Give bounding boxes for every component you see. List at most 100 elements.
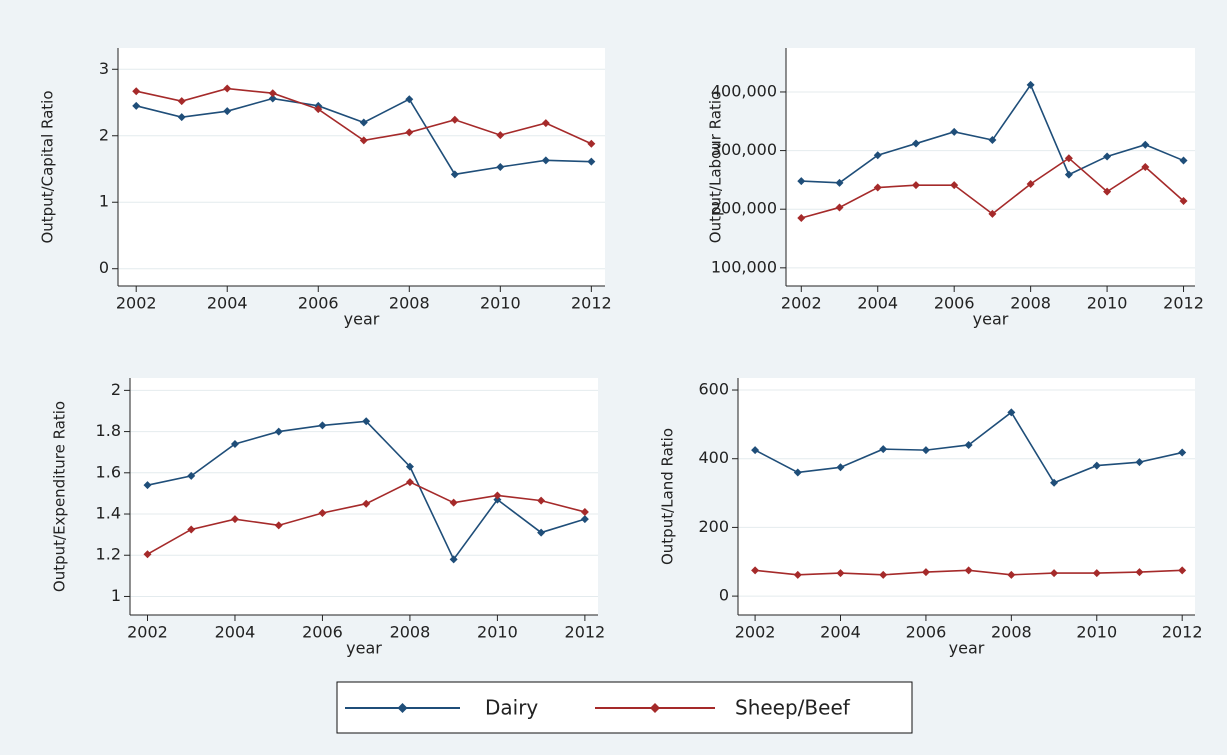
- data-point: [587, 139, 596, 148]
- data-point: [268, 89, 277, 98]
- x-tick-label: 2008: [389, 294, 430, 313]
- data-point: [1064, 170, 1073, 179]
- y-tick-label: 400,000: [711, 81, 777, 100]
- y-tick-label: 600: [698, 380, 729, 399]
- data-point: [449, 555, 458, 564]
- y-tick-label: 400: [698, 448, 729, 467]
- plot-area: [786, 48, 1195, 286]
- x-tick-label: 2004: [207, 294, 248, 313]
- data-point: [751, 446, 760, 455]
- data-point: [362, 417, 371, 426]
- data-point: [1092, 569, 1101, 578]
- data-point: [132, 101, 141, 110]
- data-point: [1103, 152, 1112, 161]
- data-point: [580, 515, 589, 524]
- x-tick-label: 2010: [1087, 294, 1128, 313]
- data-point: [405, 128, 414, 137]
- data-point: [318, 508, 327, 517]
- x-tick-label: 2004: [215, 623, 256, 642]
- x-tick-label: 2012: [571, 294, 612, 313]
- data-point: [450, 115, 459, 124]
- data-point: [964, 566, 973, 575]
- y-axis-label: Output/Labour Ratio: [707, 91, 725, 243]
- data-point: [921, 568, 930, 577]
- x-tick-label: 2002: [735, 623, 776, 642]
- x-axis-label: year: [973, 310, 1009, 329]
- x-tick-label: 2012: [565, 623, 606, 642]
- data-point: [988, 136, 997, 145]
- y-tick-label: 300,000: [711, 140, 777, 159]
- data-point: [835, 203, 844, 212]
- data-point: [223, 107, 232, 116]
- x-axis-label: year: [949, 639, 985, 658]
- data-point: [964, 440, 973, 449]
- data-point: [1092, 461, 1101, 470]
- data-point: [988, 209, 997, 218]
- y-tick-label: 200,000: [711, 199, 777, 218]
- data-point: [187, 525, 196, 534]
- data-point: [143, 550, 152, 559]
- data-point: [879, 570, 888, 579]
- data-point: [541, 119, 550, 128]
- x-tick-label: 2008: [390, 623, 431, 642]
- data-point: [537, 496, 546, 505]
- data-point: [751, 566, 760, 575]
- y-tick-label: 1.2: [96, 545, 121, 564]
- x-tick-label: 2008: [1010, 294, 1051, 313]
- legend-label: Sheep/Beef: [735, 696, 851, 720]
- x-tick-label: 2006: [934, 294, 975, 313]
- data-point: [1141, 163, 1150, 171]
- data-point: [359, 118, 368, 127]
- data-point: [143, 481, 152, 490]
- data-point: [493, 491, 502, 500]
- data-point: [1179, 197, 1188, 205]
- data-point: [230, 439, 239, 448]
- x-axis-label: year: [346, 639, 382, 658]
- y-tick-label: 0: [719, 586, 729, 605]
- legend-label: Dairy: [485, 696, 538, 720]
- data-point: [873, 183, 882, 192]
- x-axis-label: year: [344, 310, 380, 329]
- y-axis-label: Output/Capital Ratio: [39, 90, 57, 243]
- data-point: [537, 528, 546, 537]
- x-tick-label: 2002: [781, 294, 822, 313]
- data-point: [1007, 408, 1016, 417]
- data-point: [836, 463, 845, 472]
- legend-marker: [397, 703, 408, 713]
- data-point: [1141, 140, 1150, 149]
- y-tick-label: 1.6: [96, 462, 121, 481]
- data-point: [449, 498, 458, 507]
- x-tick-label: 2008: [991, 623, 1032, 642]
- data-point: [587, 157, 596, 166]
- data-point: [187, 471, 196, 480]
- data-point: [1007, 570, 1016, 579]
- legend-marker: [650, 703, 660, 713]
- x-tick-label: 2004: [857, 294, 898, 313]
- y-tick-label: 1: [99, 192, 109, 211]
- y-tick-label: 200: [698, 517, 729, 536]
- data-point: [274, 521, 283, 530]
- x-tick-label: 2012: [1163, 294, 1204, 313]
- x-tick-label: 2010: [1076, 623, 1117, 642]
- y-tick-label: 0: [99, 258, 109, 277]
- data-point: [362, 499, 371, 508]
- x-tick-label: 2002: [127, 623, 168, 642]
- data-point: [268, 94, 277, 103]
- data-point: [405, 95, 414, 104]
- data-point: [911, 139, 920, 148]
- y-axis-label: Output/Land Ratio: [659, 428, 677, 565]
- data-point: [493, 495, 502, 504]
- data-point: [1050, 478, 1059, 487]
- data-point: [359, 136, 368, 145]
- data-point: [793, 468, 802, 477]
- data-point: [223, 84, 232, 93]
- y-tick-label: 3: [99, 59, 109, 78]
- data-point: [314, 105, 323, 114]
- data-point: [1026, 80, 1035, 89]
- data-point: [797, 214, 806, 222]
- y-tick-label: 1.4: [96, 504, 121, 523]
- data-point: [1178, 448, 1187, 457]
- data-point: [318, 421, 327, 430]
- x-tick-label: 2010: [480, 294, 521, 313]
